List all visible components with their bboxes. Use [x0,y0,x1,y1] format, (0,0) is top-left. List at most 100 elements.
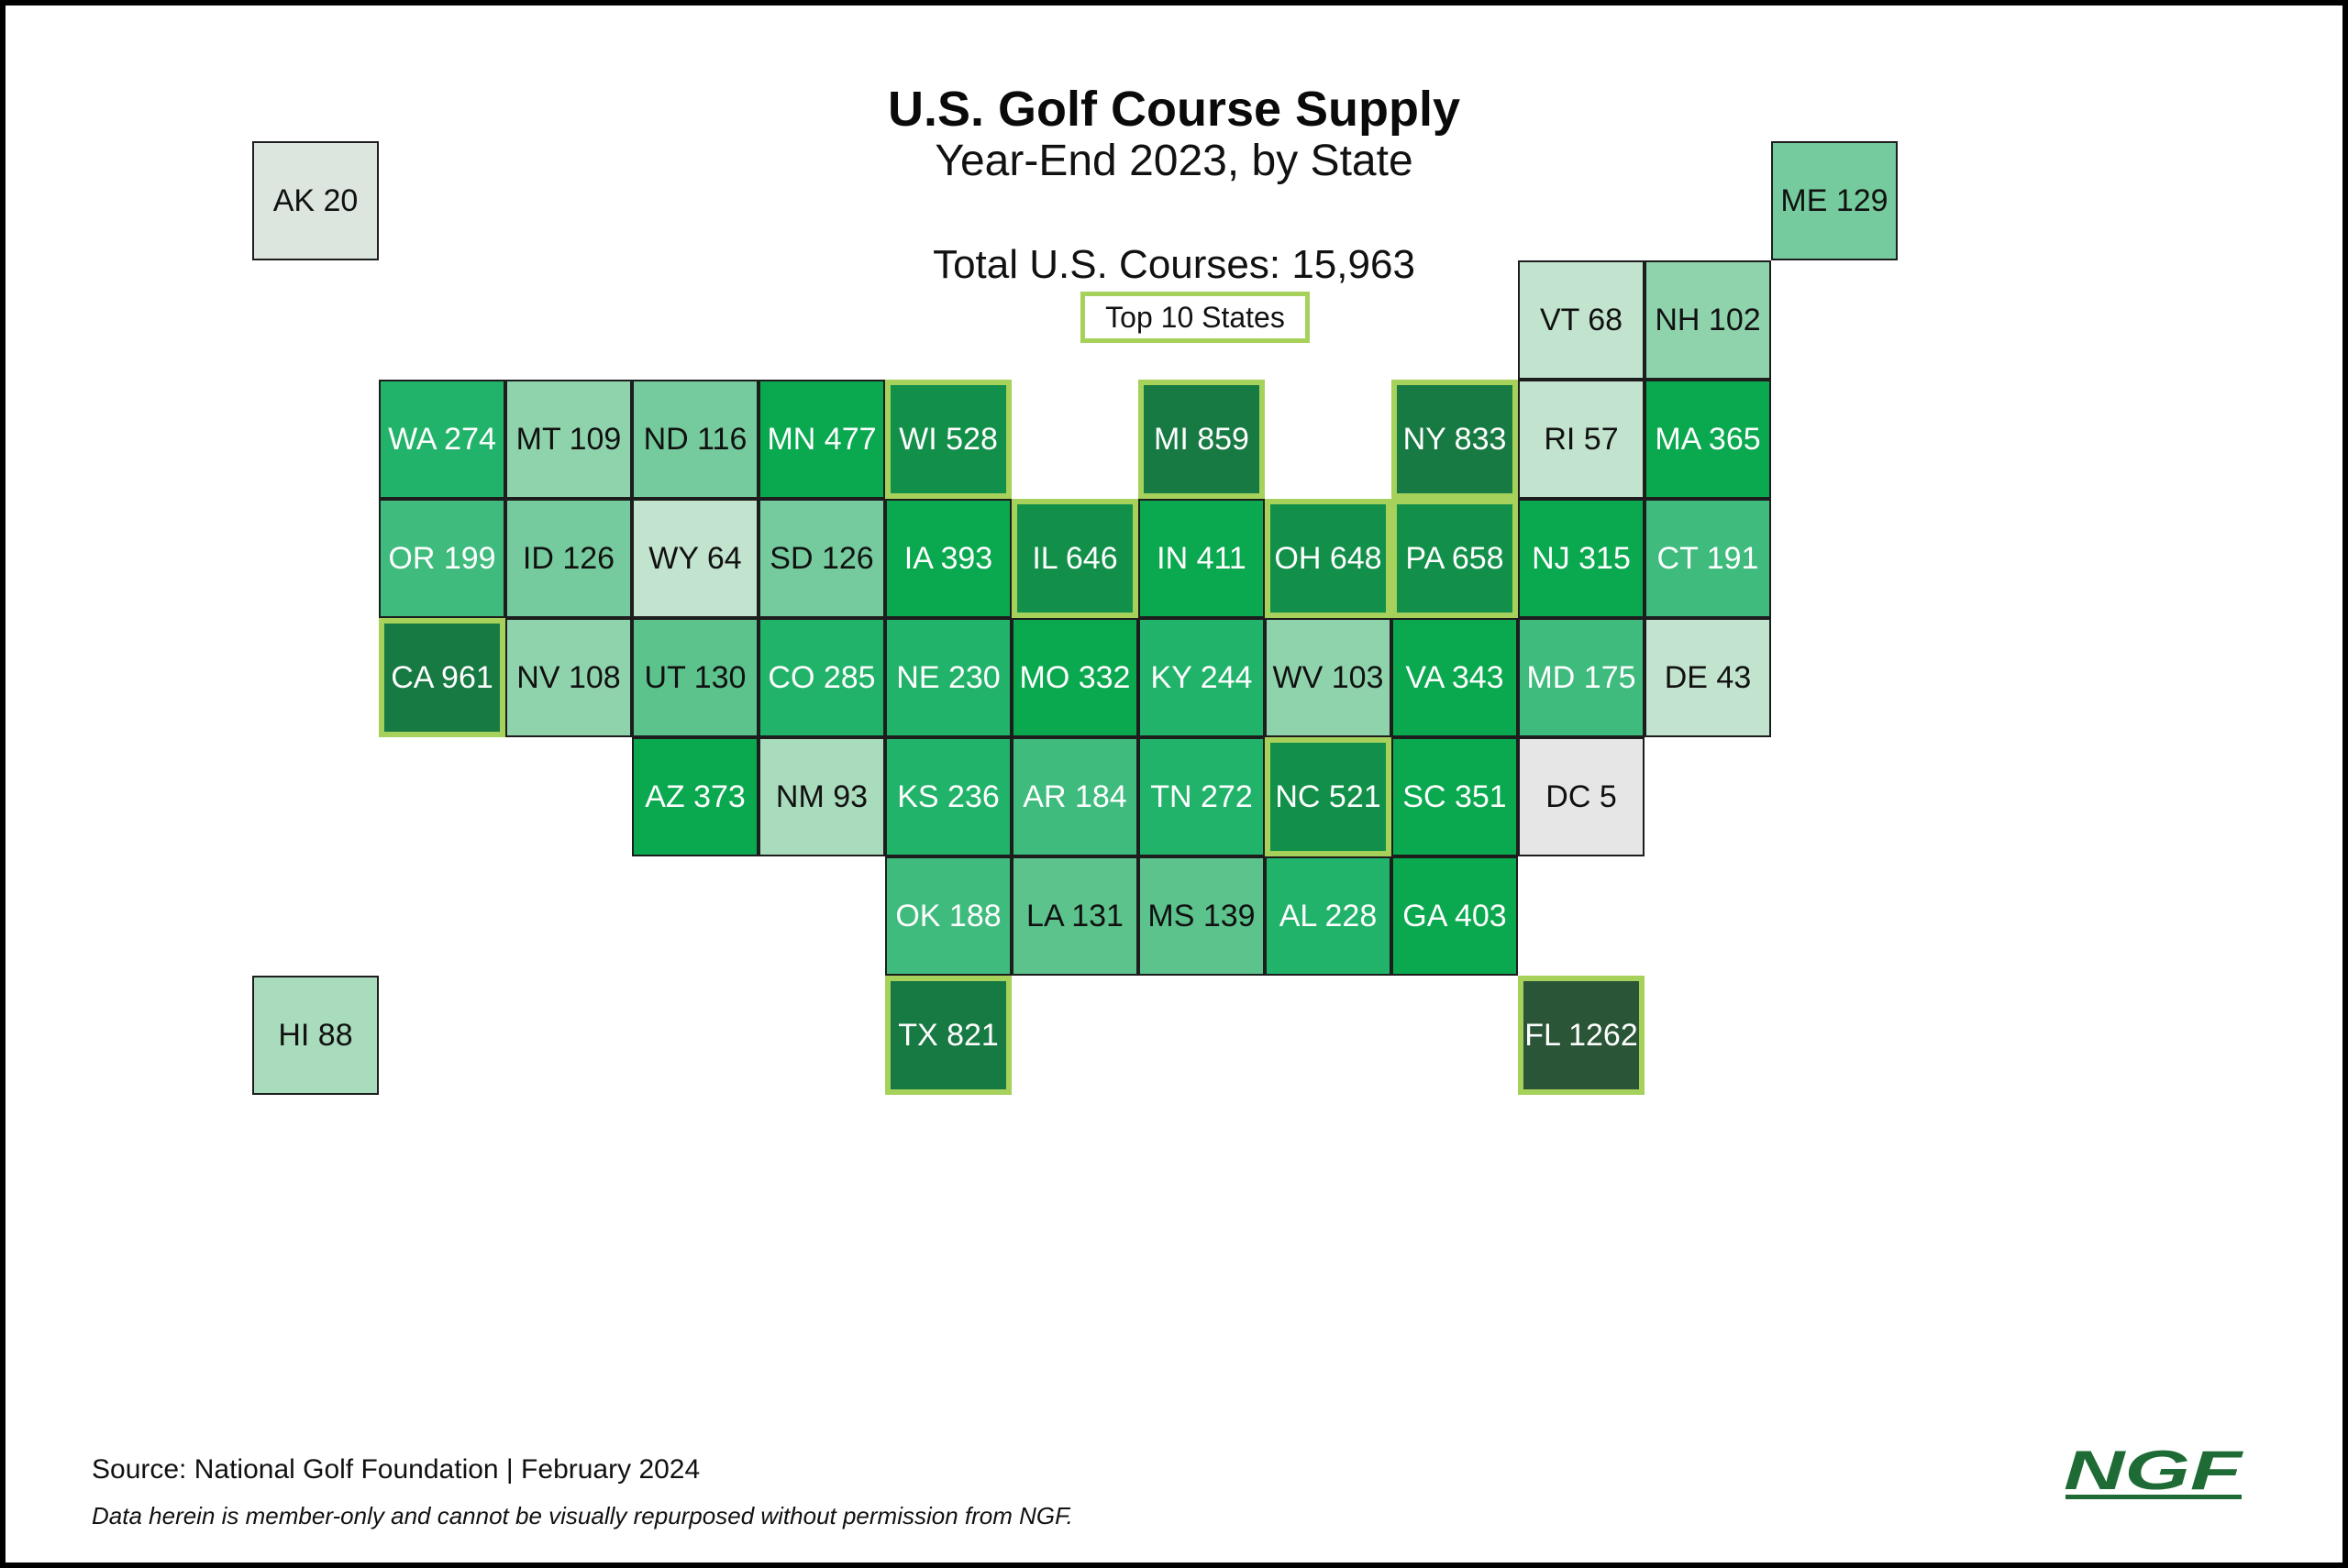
state-tile-ca: CA 961 [379,618,505,737]
state-tile-ar: AR 184 [1012,737,1138,856]
state-label: RI 57 [1544,421,1619,457]
state-label: CO 285 [768,659,876,695]
state-label: NM 93 [775,778,869,814]
state-label: VA 343 [1405,659,1504,695]
state-tile-in: IN 411 [1138,499,1265,618]
state-tile-wa: WA 274 [379,380,505,499]
state-label: PA 658 [1405,540,1504,576]
state-label: MA 365 [1655,421,1761,457]
state-tile-hi: HI 88 [252,976,379,1095]
state-label: TN 272 [1150,778,1253,814]
state-label: CT 191 [1656,540,1759,576]
state-tile-ct: CT 191 [1645,499,1771,618]
disclaimer-note: Data herein is member-only and cannot be… [92,1502,1073,1529]
state-tile-ga: GA 403 [1391,856,1518,976]
state-tile-tx: TX 821 [885,976,1012,1095]
state-label: NH 102 [1655,302,1761,337]
state-tile-nh: NH 102 [1645,260,1771,380]
state-label: LA 131 [1026,898,1124,933]
state-tile-nj: NJ 315 [1518,499,1645,618]
state-tile-ia: IA 393 [885,499,1012,618]
state-label: MD 175 [1526,659,1636,695]
state-tile-ne: NE 230 [885,618,1012,737]
state-label: NC 521 [1275,778,1381,814]
state-tile-ri: RI 57 [1518,380,1645,499]
state-label: DE 43 [1664,659,1752,695]
state-tile-ms: MS 139 [1138,856,1265,976]
state-label: SC 351 [1402,778,1507,814]
state-label: GA 403 [1402,898,1507,933]
state-label: AL 228 [1279,898,1378,933]
state-tile-mo: MO 332 [1012,618,1138,737]
state-tile-nv: NV 108 [505,618,632,737]
state-tile-ma: MA 365 [1645,380,1771,499]
state-tile-wi: WI 528 [885,380,1012,499]
page-title: U.S. Golf Course Supply [887,82,1461,137]
state-tile-al: AL 228 [1265,856,1391,976]
state-label: ME 129 [1780,182,1888,218]
state-tile-la: LA 131 [1012,856,1138,976]
state-label: IL 646 [1032,540,1118,576]
state-label: ND 116 [643,421,748,457]
state-tile-pa: PA 658 [1391,499,1518,618]
state-tile-me: ME 129 [1771,141,1898,260]
total-courses: Total U.S. Courses: 15,963 [933,242,1415,287]
state-tile-oh: OH 648 [1265,499,1391,618]
state-label: DC 5 [1545,778,1617,814]
state-label: MT 109 [515,421,622,457]
state-tile-fl: FL 1262 [1518,976,1645,1095]
state-label: OK 188 [895,898,1002,933]
state-label: NJ 315 [1532,540,1631,576]
state-tile-sd: SD 126 [759,499,885,618]
ngf-logo-text: NGF [2064,1441,2243,1501]
ngf-logo: NGF [2064,1441,2243,1501]
state-label: FL 1262 [1524,1017,1638,1053]
page-subtitle: Year-End 2023, by State [935,137,1413,185]
legend-top10: Top 10 States [1080,292,1310,343]
state-tile-il: IL 646 [1012,499,1138,618]
state-tile-id: ID 126 [505,499,632,618]
state-tile-vt: VT 68 [1518,260,1645,380]
state-label: SD 126 [770,540,874,576]
state-label: WY 64 [648,540,742,576]
state-tile-mi: MI 859 [1138,380,1265,499]
state-tile-va: VA 343 [1391,618,1518,737]
state-label: KS 236 [897,778,1000,814]
state-tile-mn: MN 477 [759,380,885,499]
state-label: UT 130 [644,659,747,695]
state-tile-ok: OK 188 [885,856,1012,976]
state-label: CA 961 [391,659,493,695]
state-tile-dc: DC 5 [1518,737,1645,856]
state-tile-wy: WY 64 [632,499,759,618]
state-tile-ny: NY 833 [1391,380,1518,499]
state-tile-co: CO 285 [759,618,885,737]
source-text: Source: National Golf Foundation | Febru… [92,1454,701,1485]
state-label: VT 68 [1539,302,1623,337]
state-label: AR 184 [1023,778,1127,814]
state-label: MN 477 [767,421,877,457]
state-label: IA 393 [903,540,993,576]
state-label: KY 244 [1150,659,1253,695]
state-label: AK 20 [272,182,359,218]
state-label: OR 199 [388,540,496,576]
state-label: MO 332 [1019,659,1131,695]
state-label: NE 230 [896,659,1001,695]
state-label: MS 139 [1147,898,1256,933]
state-tile-ut: UT 130 [632,618,759,737]
state-tile-nm: NM 93 [759,737,885,856]
state-label: OH 648 [1274,540,1382,576]
state-tile-ky: KY 244 [1138,618,1265,737]
state-label: ID 126 [522,540,615,576]
state-tile-md: MD 175 [1518,618,1645,737]
state-tile-ks: KS 236 [885,737,1012,856]
state-label: MI 859 [1154,421,1249,457]
state-tile-wv: WV 103 [1265,618,1391,737]
state-label: WV 103 [1272,659,1384,695]
state-label: TX 821 [898,1017,999,1053]
state-tile-de: DE 43 [1645,618,1771,737]
state-label: WI 528 [899,421,998,457]
state-tile-nc: NC 521 [1265,737,1391,856]
state-label: WA 274 [388,421,496,457]
state-tile-nd: ND 116 [632,380,759,499]
state-label: IN 411 [1157,540,1246,576]
